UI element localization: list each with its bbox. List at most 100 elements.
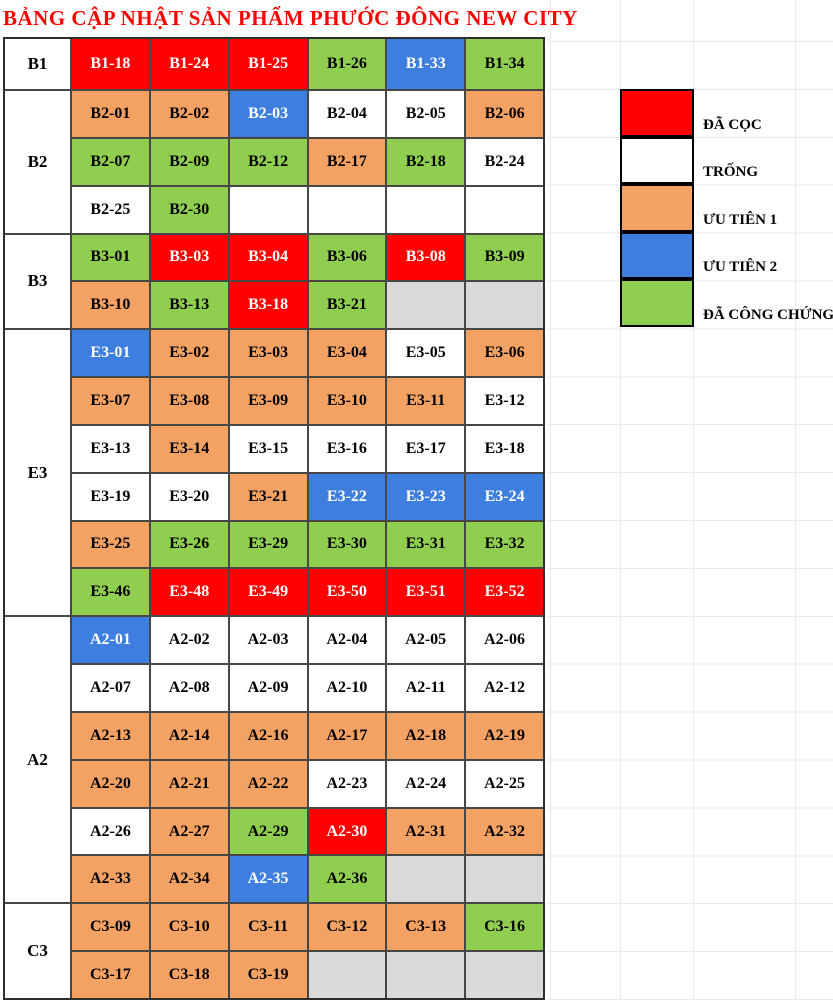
lot-cell-A2-36[interactable]: A2-36 bbox=[308, 856, 386, 903]
lot-cell-B3-09[interactable]: B3-09 bbox=[466, 234, 543, 281]
lot-cell-E3-18[interactable]: E3-18 bbox=[466, 425, 543, 472]
lot-cell-E3-49[interactable]: E3-49 bbox=[229, 569, 307, 616]
lot-cell-E3-02[interactable]: E3-02 bbox=[150, 330, 228, 377]
lot-cell-B2-12[interactable]: B2-12 bbox=[229, 138, 307, 185]
lot-cell-B3-04[interactable]: B3-04 bbox=[229, 234, 307, 281]
lot-cell-B2-09[interactable]: B2-09 bbox=[150, 138, 228, 185]
lot-cell-B3-10[interactable]: B3-10 bbox=[72, 282, 149, 329]
lot-cell-E3-15[interactable]: E3-15 bbox=[229, 425, 307, 472]
empty-cell[interactable] bbox=[308, 186, 386, 233]
lot-cell-A2-30[interactable]: A2-30 bbox=[308, 808, 386, 855]
lot-cell-C3-10[interactable]: C3-10 bbox=[150, 904, 228, 951]
lot-cell-A2-02[interactable]: A2-02 bbox=[150, 617, 228, 664]
lot-cell-A2-24[interactable]: A2-24 bbox=[387, 760, 465, 807]
lot-cell-A2-03[interactable]: A2-03 bbox=[229, 617, 307, 664]
empty-cell[interactable] bbox=[229, 186, 307, 233]
lot-cell-A2-10[interactable]: A2-10 bbox=[308, 665, 386, 711]
lot-cell-B3-21[interactable]: B3-21 bbox=[308, 282, 386, 329]
lot-cell-B2-30[interactable]: B2-30 bbox=[150, 186, 228, 233]
lot-cell-B1-34[interactable]: B1-34 bbox=[466, 39, 543, 89]
lot-cell-B2-01[interactable]: B2-01 bbox=[72, 91, 149, 137]
lot-cell-B1-25[interactable]: B1-25 bbox=[229, 39, 307, 89]
lot-cell-E3-03[interactable]: E3-03 bbox=[229, 330, 307, 377]
lot-cell-A2-08[interactable]: A2-08 bbox=[150, 665, 228, 711]
lot-cell-B2-04[interactable]: B2-04 bbox=[308, 91, 386, 137]
lot-cell-B1-18[interactable]: B1-18 bbox=[72, 39, 149, 89]
lot-cell-E3-08[interactable]: E3-08 bbox=[150, 378, 228, 424]
lot-cell-B1-26[interactable]: B1-26 bbox=[308, 39, 386, 89]
lot-cell-E3-31[interactable]: E3-31 bbox=[387, 521, 465, 568]
lot-cell-B3-01[interactable]: B3-01 bbox=[72, 234, 149, 281]
empty-cell[interactable] bbox=[387, 282, 465, 329]
empty-cell[interactable] bbox=[466, 952, 543, 998]
lot-cell-E3-04[interactable]: E3-04 bbox=[308, 330, 386, 377]
lot-cell-C3-17[interactable]: C3-17 bbox=[72, 952, 149, 998]
lot-cell-B2-03[interactable]: B2-03 bbox=[229, 91, 307, 137]
lot-cell-A2-17[interactable]: A2-17 bbox=[308, 712, 386, 759]
lot-cell-E3-17[interactable]: E3-17 bbox=[387, 425, 465, 472]
lot-cell-A2-13[interactable]: A2-13 bbox=[72, 712, 149, 759]
lot-cell-B3-06[interactable]: B3-06 bbox=[308, 234, 386, 281]
lot-cell-E3-26[interactable]: E3-26 bbox=[150, 521, 228, 568]
lot-cell-E3-46[interactable]: E3-46 bbox=[72, 569, 149, 616]
lot-cell-A2-18[interactable]: A2-18 bbox=[387, 712, 465, 759]
lot-cell-A2-20[interactable]: A2-20 bbox=[72, 760, 149, 807]
lot-cell-E3-24[interactable]: E3-24 bbox=[466, 473, 543, 520]
lot-cell-E3-20[interactable]: E3-20 bbox=[150, 473, 228, 520]
lot-cell-E3-19[interactable]: E3-19 bbox=[72, 473, 149, 520]
lot-cell-B2-18[interactable]: B2-18 bbox=[387, 138, 465, 185]
lot-cell-A2-22[interactable]: A2-22 bbox=[229, 760, 307, 807]
lot-cell-A2-11[interactable]: A2-11 bbox=[387, 665, 465, 711]
lot-cell-A2-05[interactable]: A2-05 bbox=[387, 617, 465, 664]
lot-cell-A2-32[interactable]: A2-32 bbox=[466, 808, 543, 855]
lot-cell-B2-06[interactable]: B2-06 bbox=[466, 91, 543, 137]
lot-cell-E3-07[interactable]: E3-07 bbox=[72, 378, 149, 424]
lot-cell-B2-07[interactable]: B2-07 bbox=[72, 138, 149, 185]
lot-cell-A2-31[interactable]: A2-31 bbox=[387, 808, 465, 855]
empty-cell[interactable] bbox=[466, 282, 543, 329]
lot-cell-B2-24[interactable]: B2-24 bbox=[466, 138, 543, 185]
lot-cell-A2-21[interactable]: A2-21 bbox=[150, 760, 228, 807]
lot-cell-E3-52[interactable]: E3-52 bbox=[466, 569, 543, 616]
lot-cell-B3-03[interactable]: B3-03 bbox=[150, 234, 228, 281]
lot-cell-B3-18[interactable]: B3-18 bbox=[229, 282, 307, 329]
lot-cell-E3-25[interactable]: E3-25 bbox=[72, 521, 149, 568]
lot-cell-E3-48[interactable]: E3-48 bbox=[150, 569, 228, 616]
lot-cell-A2-26[interactable]: A2-26 bbox=[72, 808, 149, 855]
lot-cell-B2-17[interactable]: B2-17 bbox=[308, 138, 386, 185]
lot-cell-E3-16[interactable]: E3-16 bbox=[308, 425, 386, 472]
lot-cell-E3-09[interactable]: E3-09 bbox=[229, 378, 307, 424]
lot-cell-B2-25[interactable]: B2-25 bbox=[72, 186, 149, 233]
lot-cell-C3-11[interactable]: C3-11 bbox=[229, 904, 307, 951]
empty-cell[interactable] bbox=[387, 856, 465, 903]
lot-cell-B3-13[interactable]: B3-13 bbox=[150, 282, 228, 329]
lot-cell-C3-18[interactable]: C3-18 bbox=[150, 952, 228, 998]
lot-cell-E3-29[interactable]: E3-29 bbox=[229, 521, 307, 568]
lot-cell-E3-12[interactable]: E3-12 bbox=[466, 378, 543, 424]
lot-cell-C3-19[interactable]: C3-19 bbox=[229, 952, 307, 998]
lot-cell-E3-21[interactable]: E3-21 bbox=[229, 473, 307, 520]
lot-cell-E3-23[interactable]: E3-23 bbox=[387, 473, 465, 520]
lot-cell-E3-10[interactable]: E3-10 bbox=[308, 378, 386, 424]
lot-cell-E3-13[interactable]: E3-13 bbox=[72, 425, 149, 472]
lot-cell-A2-29[interactable]: A2-29 bbox=[229, 808, 307, 855]
lot-cell-A2-04[interactable]: A2-04 bbox=[308, 617, 386, 664]
lot-cell-E3-06[interactable]: E3-06 bbox=[466, 330, 543, 377]
lot-cell-A2-07[interactable]: A2-07 bbox=[72, 665, 149, 711]
lot-cell-C3-13[interactable]: C3-13 bbox=[387, 904, 465, 951]
lot-cell-E3-11[interactable]: E3-11 bbox=[387, 378, 465, 424]
lot-cell-E3-50[interactable]: E3-50 bbox=[308, 569, 386, 616]
empty-cell[interactable] bbox=[387, 952, 465, 998]
lot-cell-A2-12[interactable]: A2-12 bbox=[466, 665, 543, 711]
lot-cell-A2-33[interactable]: A2-33 bbox=[72, 856, 149, 903]
lot-cell-B2-05[interactable]: B2-05 bbox=[387, 91, 465, 137]
lot-cell-C3-09[interactable]: C3-09 bbox=[72, 904, 149, 951]
lot-cell-A2-06[interactable]: A2-06 bbox=[466, 617, 543, 664]
lot-cell-A2-35[interactable]: A2-35 bbox=[229, 856, 307, 903]
lot-cell-A2-25[interactable]: A2-25 bbox=[466, 760, 543, 807]
lot-cell-B2-02[interactable]: B2-02 bbox=[150, 91, 228, 137]
lot-cell-E3-01[interactable]: E3-01 bbox=[72, 330, 149, 377]
lot-cell-A2-01[interactable]: A2-01 bbox=[72, 617, 149, 664]
lot-cell-C3-12[interactable]: C3-12 bbox=[308, 904, 386, 951]
lot-cell-B3-08[interactable]: B3-08 bbox=[387, 234, 465, 281]
